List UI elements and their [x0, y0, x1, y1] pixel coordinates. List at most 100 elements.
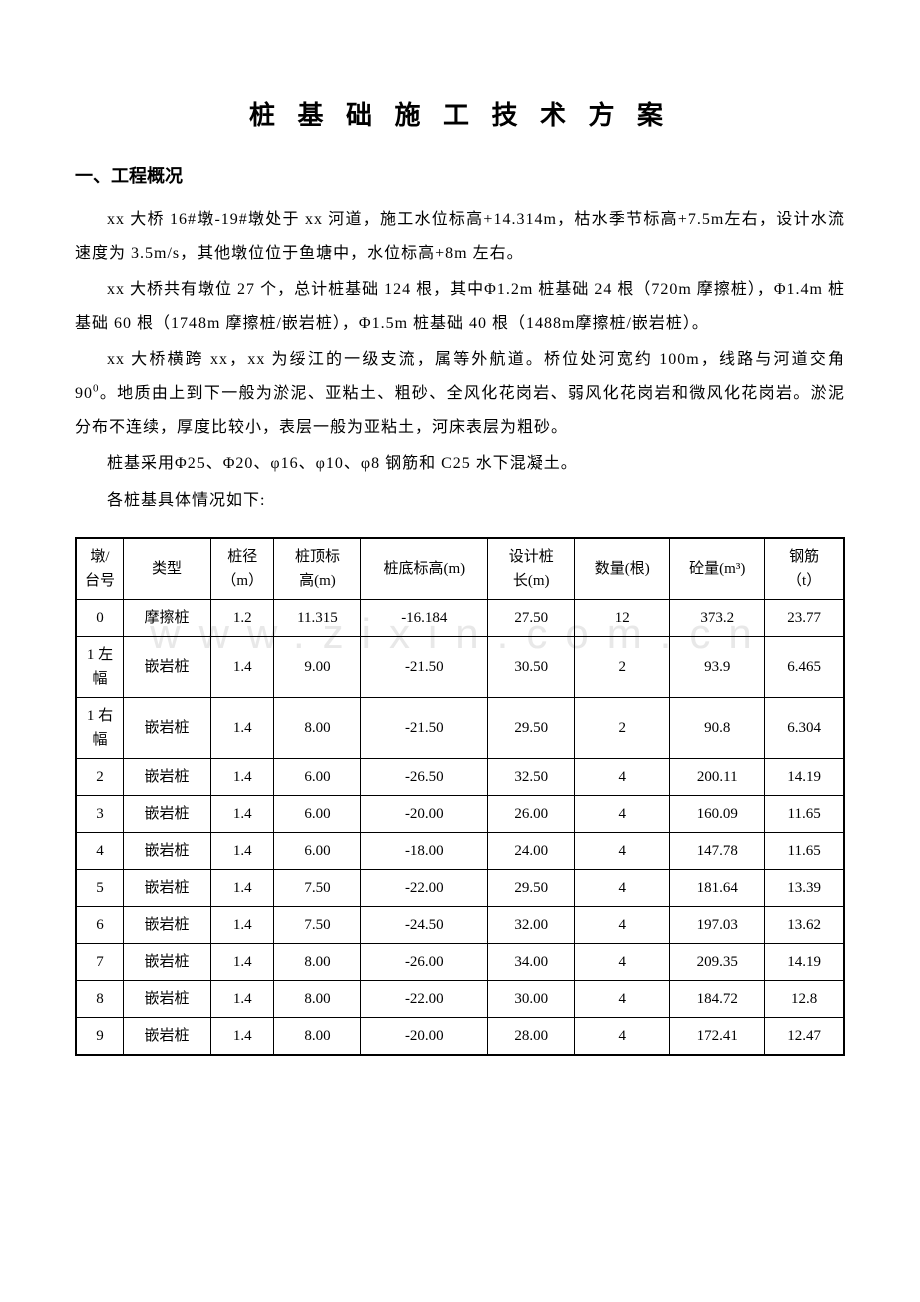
table-cell: 93.9 [670, 637, 765, 698]
section-header-1: 一、工程概况 [75, 162, 845, 188]
table-cell: -20.00 [361, 796, 488, 833]
table-cell: 4 [575, 759, 670, 796]
table-row: 3嵌岩桩1.46.00-20.0026.004160.0911.65 [76, 796, 844, 833]
table-cell: 23.77 [765, 600, 844, 637]
table-cell: 8.00 [274, 981, 361, 1018]
table-cell: 1 右幅 [76, 698, 124, 759]
table-cell: 4 [575, 907, 670, 944]
para3-text-b: 。地质由上到下一般为淤泥、亚粘土、粗砂、全风化花岗岩、弱风化花岗岩和微风化花岗岩… [75, 385, 845, 436]
table-cell: 8.00 [274, 1018, 361, 1056]
table-cell: 嵌岩桩 [124, 907, 211, 944]
table-column-header: 类型 [124, 538, 211, 600]
table-cell: 6.00 [274, 796, 361, 833]
table-cell: 29.50 [488, 870, 575, 907]
table-cell: 32.00 [488, 907, 575, 944]
table-cell: 172.41 [670, 1018, 765, 1056]
table-cell: -21.50 [361, 637, 488, 698]
table-row: 7嵌岩桩1.48.00-26.0034.004209.3514.19 [76, 944, 844, 981]
table-cell: 6 [76, 907, 124, 944]
table-column-header: 墩/台号 [76, 538, 124, 600]
table-cell: -18.00 [361, 833, 488, 870]
table-cell: 1.4 [211, 759, 274, 796]
table-cell: 4 [76, 833, 124, 870]
table-cell: 嵌岩桩 [124, 698, 211, 759]
table-cell: -24.50 [361, 907, 488, 944]
table-cell: 26.00 [488, 796, 575, 833]
table-cell: 1.4 [211, 1018, 274, 1056]
table-row: 5嵌岩桩1.47.50-22.0029.504181.6413.39 [76, 870, 844, 907]
table-column-header: 桩径（m） [211, 538, 274, 600]
table-cell: 181.64 [670, 870, 765, 907]
table-cell: 12 [575, 600, 670, 637]
table-row: 8嵌岩桩1.48.00-22.0030.004184.7212.8 [76, 981, 844, 1018]
table-cell: 8.00 [274, 944, 361, 981]
table-cell: 1.4 [211, 907, 274, 944]
table-cell: 嵌岩桩 [124, 637, 211, 698]
table-cell: -21.50 [361, 698, 488, 759]
table-header: 墩/台号类型桩径（m）桩顶标高(m)桩底标高(m)设计桩长(m)数量(根)砼量(… [76, 538, 844, 600]
table-cell: -22.00 [361, 870, 488, 907]
table-cell: 373.2 [670, 600, 765, 637]
table-cell: 7 [76, 944, 124, 981]
table-cell: 4 [575, 870, 670, 907]
table-cell: 90.8 [670, 698, 765, 759]
table-body: 0摩擦桩1.211.315-16.18427.5012373.223.771 左… [76, 600, 844, 1056]
table-cell: -16.184 [361, 600, 488, 637]
table-cell: 嵌岩桩 [124, 981, 211, 1018]
table-cell: 7.50 [274, 907, 361, 944]
table-cell: 2 [575, 637, 670, 698]
table-cell: 9 [76, 1018, 124, 1056]
table-cell: 30.50 [488, 637, 575, 698]
table-cell: 12.8 [765, 981, 844, 1018]
table-cell: -22.00 [361, 981, 488, 1018]
page-title: 桩 基 础 施 工 技 术 方 案 [75, 95, 845, 132]
table-cell: 13.62 [765, 907, 844, 944]
table-cell: 1.2 [211, 600, 274, 637]
table-cell: 4 [575, 1018, 670, 1056]
table-cell: -26.00 [361, 944, 488, 981]
table-row: 6嵌岩桩1.47.50-24.5032.004197.0313.62 [76, 907, 844, 944]
table-cell: 4 [575, 833, 670, 870]
table-cell: 2 [76, 759, 124, 796]
table-cell: 1.4 [211, 833, 274, 870]
table-cell: 2 [575, 698, 670, 759]
table-cell: 嵌岩桩 [124, 796, 211, 833]
document-content: 桩 基 础 施 工 技 术 方 案 一、工程概况 xx 大桥 16#墩-19#墩… [75, 95, 845, 1056]
table-cell: 5 [76, 870, 124, 907]
table-row: 1 右幅嵌岩桩1.48.00-21.5029.50290.86.304 [76, 698, 844, 759]
table-cell: 4 [575, 796, 670, 833]
table-cell: 13.39 [765, 870, 844, 907]
table-cell: 32.50 [488, 759, 575, 796]
pile-data-table: 墩/台号类型桩径（m）桩顶标高(m)桩底标高(m)设计桩长(m)数量(根)砼量(… [75, 537, 845, 1056]
table-cell: -20.00 [361, 1018, 488, 1056]
paragraph-1: xx 大桥 16#墩-19#墩处于 xx 河道，施工水位标高+14.314m，枯… [75, 203, 845, 270]
table-row: 1 左幅嵌岩桩1.49.00-21.5030.50293.96.465 [76, 637, 844, 698]
table-cell: 3 [76, 796, 124, 833]
table-cell: 8.00 [274, 698, 361, 759]
table-cell: 嵌岩桩 [124, 833, 211, 870]
table-cell: 14.19 [765, 944, 844, 981]
table-row: 9嵌岩桩1.48.00-20.0028.004172.4112.47 [76, 1018, 844, 1056]
table-cell: 200.11 [670, 759, 765, 796]
table-cell: 11.315 [274, 600, 361, 637]
table-cell: 0 [76, 600, 124, 637]
table-row: 4嵌岩桩1.46.00-18.0024.004147.7811.65 [76, 833, 844, 870]
table-cell: 12.47 [765, 1018, 844, 1056]
table-cell: 摩擦桩 [124, 600, 211, 637]
table-cell: 6.00 [274, 833, 361, 870]
table-cell: 197.03 [670, 907, 765, 944]
table-cell: 11.65 [765, 833, 844, 870]
table-cell: 1.4 [211, 637, 274, 698]
table-column-header: 砼量(m³) [670, 538, 765, 600]
paragraph-5: 各桩基具体情况如下: [75, 484, 845, 518]
table-cell: 1.4 [211, 698, 274, 759]
table-cell: 28.00 [488, 1018, 575, 1056]
table-cell: 209.35 [670, 944, 765, 981]
table-cell: 27.50 [488, 600, 575, 637]
table-row: 0摩擦桩1.211.315-16.18427.5012373.223.77 [76, 600, 844, 637]
table-cell: 24.00 [488, 833, 575, 870]
table-column-header: 桩底标高(m) [361, 538, 488, 600]
table-cell: 6.00 [274, 759, 361, 796]
table-cell: 1.4 [211, 944, 274, 981]
table-cell: 1.4 [211, 796, 274, 833]
